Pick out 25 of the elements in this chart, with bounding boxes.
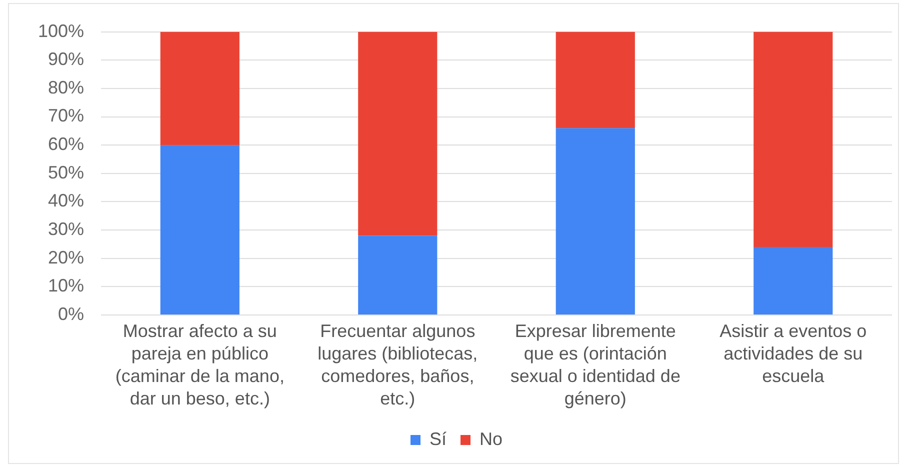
bar [358,236,438,314]
bar [556,128,635,314]
legend-label: No [480,428,503,449]
y-tick-label: 0% [58,304,84,324]
y-tick-label: 20% [48,247,84,268]
y-tick-label: 50% [48,162,84,182]
y-tick-label: 80% [48,77,84,98]
y-tick-label: 90% [48,49,84,70]
y-tick-label: 30% [48,219,84,240]
bar [754,247,833,314]
bar [754,32,833,248]
y-tick-label: 70% [48,106,84,126]
x-tick-label: Mostrar afecto a su pareja en público (caminar de la mano, dar un beso, etc.) [115,321,284,409]
x-tick-label: Expresar libremente que es (orintación sexual o identidad de género) [510,321,680,409]
y-tick-label: 60% [48,134,84,154]
bar [160,32,240,146]
bar [556,32,635,128]
legend-label: Sí [429,428,447,449]
x-tick-label: Asistir a eventos o actividades de su escuela [720,321,867,386]
y-tick-label: 10% [48,276,84,296]
bar [358,32,438,236]
y-tick-label: 100% [38,20,84,41]
bar [160,145,240,314]
x-tick-label: Frecuentar algunos lugares (bibliotecas, comedores, baños, etc.) [318,321,478,409]
y-tick-label: 40% [48,190,84,211]
